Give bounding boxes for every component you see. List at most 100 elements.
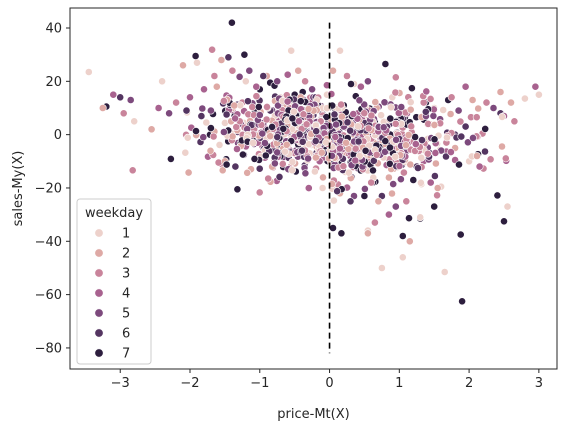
scatter-point xyxy=(458,297,466,306)
scatter-point xyxy=(212,82,221,91)
scatter-point xyxy=(222,160,231,169)
scatter-point xyxy=(214,158,223,167)
scatter-point xyxy=(186,93,194,102)
scatter-point xyxy=(381,60,390,68)
scatter-point xyxy=(279,124,288,133)
scatter-point xyxy=(224,53,233,62)
scatter-point xyxy=(128,166,137,175)
scatter-point xyxy=(210,72,219,80)
scatter-point xyxy=(238,150,247,159)
scatter-point xyxy=(455,160,463,169)
scatter-point xyxy=(493,191,502,200)
scatter-point xyxy=(389,180,398,188)
scatter-point xyxy=(217,56,226,64)
scatter-point xyxy=(482,98,491,107)
scatter-point xyxy=(381,137,390,145)
scatter-point xyxy=(416,178,425,187)
scatter-point xyxy=(371,98,380,106)
scatter-point xyxy=(407,122,416,131)
scatter-point xyxy=(392,135,400,144)
scatter-point xyxy=(416,213,425,222)
scatter-point xyxy=(147,125,156,134)
scatter-point xyxy=(273,148,282,157)
y-tick-label: −60 xyxy=(35,288,62,303)
scatter-point xyxy=(433,184,442,192)
legend-label: 5 xyxy=(122,307,130,322)
x-tick-label: −1 xyxy=(250,376,269,391)
scatter-point xyxy=(372,150,381,159)
scatter-point xyxy=(198,104,207,113)
scatter-point xyxy=(255,111,264,119)
scatter-point xyxy=(231,114,239,123)
scatter-point xyxy=(158,77,166,86)
y-tick-label: −20 xyxy=(35,181,62,196)
y-tick-label: 40 xyxy=(45,21,62,36)
scatter-point xyxy=(289,107,298,116)
scatter-point xyxy=(298,137,307,146)
scatter-point xyxy=(440,268,449,276)
scatter-point xyxy=(381,147,389,156)
scatter-point xyxy=(391,202,400,211)
scatter-point xyxy=(396,175,405,184)
scatter-point xyxy=(337,100,345,109)
scatter-point xyxy=(447,93,456,102)
scatter-point xyxy=(301,77,309,86)
scatter-point xyxy=(301,169,310,178)
scatter-point xyxy=(219,97,228,105)
scatter-point xyxy=(294,66,303,75)
scatter-point xyxy=(274,101,282,110)
legend-label: 6 xyxy=(122,327,130,342)
scatter-point xyxy=(288,166,296,175)
legend-box xyxy=(76,198,152,365)
y-axis-label: sales-My(X) xyxy=(11,151,26,227)
scatter-point xyxy=(319,173,327,182)
scatter-point xyxy=(333,187,342,196)
x-tick-label: 1 xyxy=(395,376,403,391)
scatter-point xyxy=(463,138,472,147)
scatter-point xyxy=(262,115,271,124)
scatter-point xyxy=(377,111,385,120)
legend-marker xyxy=(94,348,104,358)
scatter-point xyxy=(363,77,372,86)
scatter-point xyxy=(433,191,441,200)
x-axis-ticks: −3 −2 −1 0 1 2 3 xyxy=(111,369,543,391)
y-tick-label: −80 xyxy=(35,341,62,356)
scatter-point xyxy=(531,82,540,91)
scatter-point xyxy=(475,162,484,171)
scatter-point xyxy=(442,152,450,161)
scatter-point xyxy=(172,98,180,107)
scatter-point xyxy=(489,104,498,112)
scatter-point xyxy=(354,137,363,146)
x-tick-label: −2 xyxy=(180,376,199,391)
scatter-point xyxy=(346,197,355,206)
scatter-point xyxy=(332,120,340,129)
scatter-point xyxy=(349,110,358,118)
scatter-point xyxy=(231,162,240,171)
legend-label: 4 xyxy=(122,287,130,302)
scatter-point xyxy=(199,133,208,142)
legend-marker xyxy=(94,248,104,258)
scatter-point xyxy=(268,123,276,131)
scatter-point xyxy=(405,237,414,246)
scatter-point xyxy=(98,104,107,112)
scatter-point xyxy=(273,77,282,86)
scatter-point xyxy=(364,124,373,133)
scatter-point xyxy=(299,110,308,119)
x-tick-label: −3 xyxy=(111,376,130,391)
scatter-point xyxy=(379,123,388,132)
scatter-point xyxy=(446,148,455,156)
scatter-point xyxy=(295,130,304,139)
scatter-point xyxy=(406,160,415,169)
scatter-point xyxy=(431,148,440,157)
scatter-point xyxy=(130,117,139,126)
scatter-point xyxy=(311,137,320,145)
scatter-point xyxy=(391,119,400,128)
scatter-point xyxy=(430,135,439,144)
scatter-point xyxy=(443,133,451,142)
scatter-point xyxy=(398,253,407,262)
scatter-point xyxy=(500,217,508,226)
scatter-point xyxy=(353,122,362,131)
scatter-point xyxy=(423,149,432,158)
scatter-point xyxy=(521,94,529,103)
